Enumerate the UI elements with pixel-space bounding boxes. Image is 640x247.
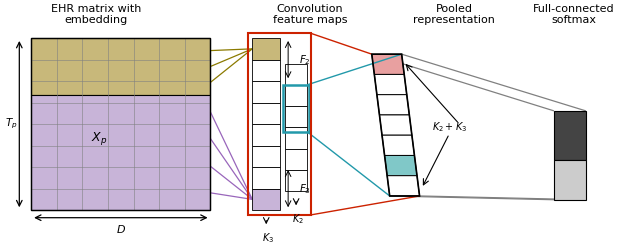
Bar bbox=[252, 103, 280, 124]
Polygon shape bbox=[380, 115, 412, 135]
Bar bbox=[252, 38, 280, 60]
Bar bbox=[285, 106, 307, 127]
Bar bbox=[554, 160, 586, 200]
Text: Convolution
feature maps: Convolution feature maps bbox=[273, 4, 348, 25]
Text: Full-connected
softmax: Full-connected softmax bbox=[533, 4, 614, 25]
Bar bbox=[554, 111, 586, 160]
Text: $K_3$: $K_3$ bbox=[262, 231, 275, 245]
Polygon shape bbox=[382, 135, 415, 155]
Text: $K_2$: $K_2$ bbox=[292, 212, 304, 226]
Text: $F_2$: $F_2$ bbox=[299, 53, 311, 66]
Polygon shape bbox=[377, 95, 410, 115]
Bar bbox=[285, 149, 307, 170]
Text: Pooled
representation: Pooled representation bbox=[413, 4, 495, 25]
Bar bbox=[31, 38, 211, 95]
Text: $\mathit{X}_p$: $\mathit{X}_p$ bbox=[92, 130, 108, 147]
Polygon shape bbox=[387, 176, 420, 196]
Bar bbox=[285, 127, 307, 149]
Bar bbox=[252, 60, 280, 81]
Text: $K_2+K_3$: $K_2+K_3$ bbox=[431, 120, 467, 134]
Bar bbox=[252, 146, 280, 167]
Polygon shape bbox=[372, 54, 404, 74]
Text: $D$: $D$ bbox=[116, 223, 126, 235]
Bar bbox=[283, 85, 309, 132]
Bar bbox=[252, 167, 280, 189]
Text: $F_3$: $F_3$ bbox=[299, 182, 311, 196]
Text: $T_p$: $T_p$ bbox=[5, 117, 18, 131]
Bar bbox=[252, 189, 280, 210]
Bar bbox=[252, 81, 280, 103]
Text: EHR matrix with
embedding: EHR matrix with embedding bbox=[51, 4, 141, 25]
Bar bbox=[248, 33, 311, 215]
Bar bbox=[285, 64, 307, 85]
Bar bbox=[285, 85, 307, 106]
Polygon shape bbox=[385, 155, 417, 176]
Bar bbox=[31, 38, 211, 210]
Bar bbox=[285, 170, 307, 191]
Polygon shape bbox=[374, 74, 407, 95]
Bar bbox=[31, 95, 211, 210]
Bar bbox=[252, 124, 280, 146]
